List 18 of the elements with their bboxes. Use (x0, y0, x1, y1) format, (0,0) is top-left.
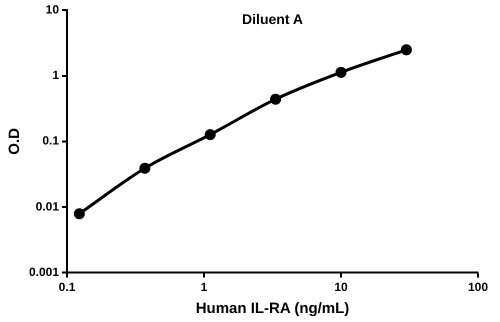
point (336, 66, 347, 78)
point (204, 129, 216, 140)
point (74, 208, 85, 220)
point (270, 94, 282, 105)
y-axis-title: O.D (6, 128, 24, 155)
chart-title: Diluent A (242, 11, 303, 28)
y-tick-label: 1 (52, 68, 60, 82)
x-tick-label: 10 (334, 280, 348, 294)
y-tick-label: 0.001 (29, 264, 60, 279)
x-tick-label: 0.1 (58, 280, 76, 294)
y-tick-label: 10 (46, 2, 60, 17)
x-axis-title: Human IL-RA (ng/mL) (196, 300, 350, 318)
point (400, 44, 412, 56)
x-tick-label: 1 (200, 280, 208, 294)
point (139, 162, 150, 174)
y-tick-label: 0.1 (42, 134, 60, 148)
x-tick-label: 100 (468, 280, 488, 294)
y-tick-label: 0.01 (36, 199, 60, 214)
